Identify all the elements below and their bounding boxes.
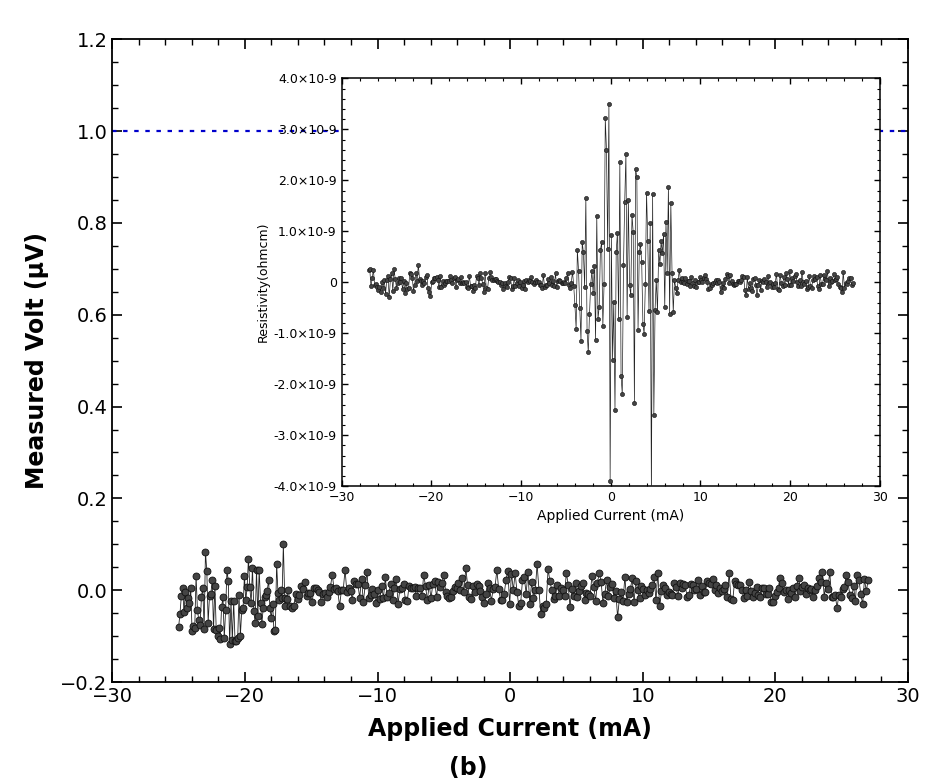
Y-axis label: Measured Volt (μV): Measured Volt (μV) <box>25 232 49 489</box>
Text: (b): (b) <box>448 756 488 780</box>
X-axis label: Applied Current (mA): Applied Current (mA) <box>368 717 652 741</box>
X-axis label: Applied Current (mA): Applied Current (mA) <box>537 510 684 524</box>
Y-axis label: Resistivity(ohmcm): Resistivity(ohmcm) <box>256 222 270 343</box>
